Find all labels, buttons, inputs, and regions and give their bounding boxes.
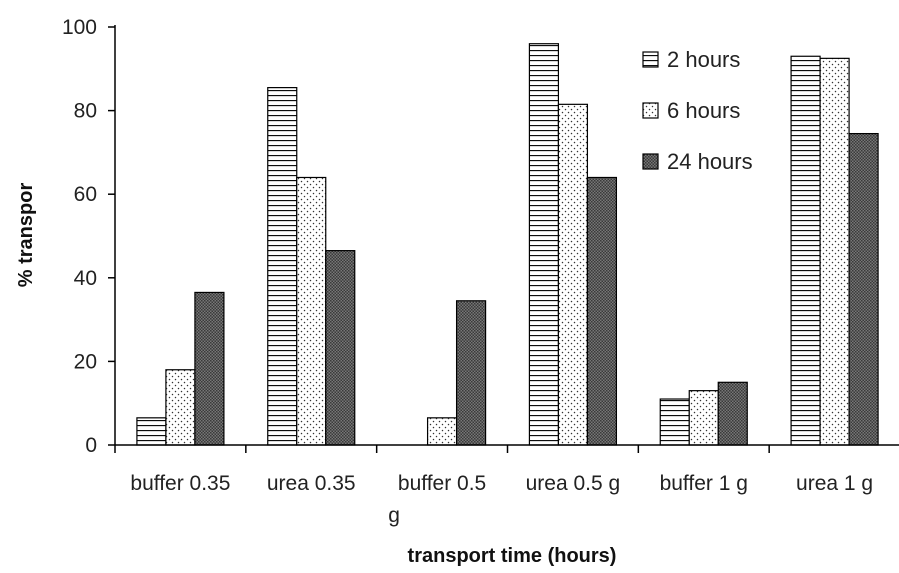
axes: [114, 25, 899, 453]
x-category-label: buffer 1 g: [660, 472, 748, 495]
bar-dots: [165, 369, 196, 446]
bars: [136, 43, 879, 446]
x-category-label: urea 1 g: [796, 472, 873, 495]
legend-swatch-horizontal-lines: [642, 51, 659, 68]
x-axis-title: transport time (hours): [408, 545, 617, 567]
bar-horizontal-lines: [528, 43, 560, 446]
bar-horizontal-lines: [659, 398, 690, 446]
y-tick-label: 20: [74, 350, 97, 373]
bar-dark-checker: [194, 291, 225, 446]
y-axis-title: % transpor: [15, 183, 37, 288]
bar-dots: [296, 176, 327, 446]
legend-label: 2 hours: [667, 47, 740, 72]
y-tick-label: 40: [74, 267, 97, 290]
bar-dots: [557, 103, 589, 446]
bar-horizontal-lines: [790, 55, 821, 446]
bar-dots: [426, 417, 458, 446]
bar-dots: [688, 390, 719, 446]
bar-dark-checker: [325, 250, 356, 446]
bar-horizontal-lines: [267, 87, 298, 446]
y-tick-label: 80: [74, 100, 97, 123]
bar-dark-checker: [848, 132, 879, 446]
x-category-label: buffer 0.5 g: [388, 472, 486, 527]
y-tick-label: 60: [74, 183, 97, 206]
x-category-label: urea 0.35: [267, 472, 356, 495]
bar-dark-checker: [586, 176, 618, 446]
y-tick-label: 100: [62, 16, 97, 39]
bar-dark-checker: [717, 381, 748, 446]
x-category-label: urea 0.5 g: [526, 472, 621, 495]
bar-horizontal-lines: [136, 417, 167, 446]
bar-dark-checker: [455, 300, 487, 446]
y-axis-ticks: 0 20 40 60 80 100: [62, 16, 115, 457]
legend-swatch-dark-checker: [642, 153, 659, 170]
x-axis-category-labels: buffer 0.35 urea 0.35 buffer 0.5 g urea 0.5 …: [130, 472, 873, 527]
y-tick-label: 0: [85, 434, 97, 457]
legend: 2 hours 6 hours 24 hours: [642, 47, 753, 174]
bar-dots: [819, 57, 850, 446]
legend-label: 24 hours: [667, 149, 753, 174]
legend-label: 6 hours: [667, 98, 740, 123]
legend-swatch-dots: [642, 102, 659, 119]
x-category-label: buffer 0.35: [130, 472, 230, 495]
